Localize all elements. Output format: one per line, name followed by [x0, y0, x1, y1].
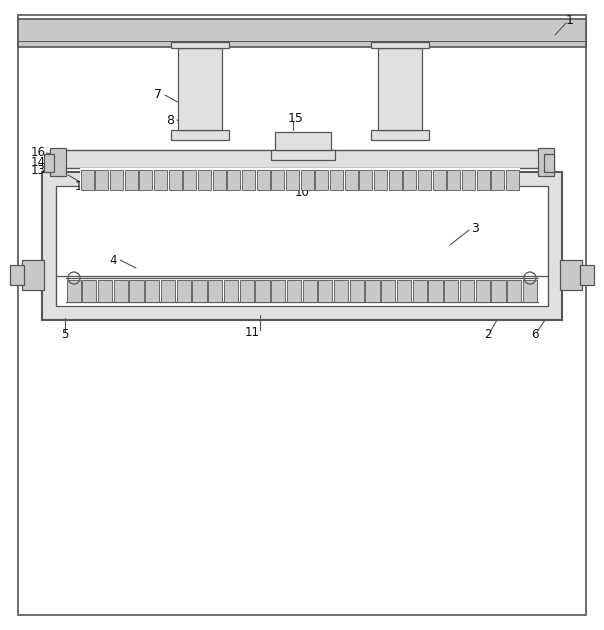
Bar [350, 280, 364, 302]
Bar [154, 170, 167, 190]
Text: 2: 2 [484, 328, 492, 341]
Bar [192, 280, 207, 302]
Bar [80, 168, 520, 190]
Bar [334, 280, 348, 302]
Bar [303, 280, 316, 302]
Bar [506, 170, 519, 190]
Bar [50, 148, 66, 176]
Text: 4: 4 [109, 253, 117, 266]
Bar [523, 280, 537, 302]
Bar [44, 154, 54, 172]
Bar [129, 280, 144, 302]
Text: 15: 15 [288, 112, 304, 125]
Bar [444, 280, 458, 302]
Bar [330, 170, 343, 190]
Bar [359, 170, 372, 190]
Bar [139, 170, 152, 190]
Bar [227, 170, 240, 190]
Bar [275, 132, 331, 150]
Text: 10: 10 [295, 186, 309, 200]
Bar [171, 42, 229, 48]
Bar [10, 265, 24, 285]
Bar [178, 48, 222, 130]
Bar [271, 170, 284, 190]
Bar [22, 260, 44, 290]
Bar [62, 150, 540, 168]
Bar [460, 280, 474, 302]
Bar [428, 280, 443, 302]
Bar [447, 170, 460, 190]
Bar [176, 280, 191, 302]
Bar [397, 280, 411, 302]
Bar [287, 280, 301, 302]
Bar [271, 150, 335, 160]
Bar [381, 280, 396, 302]
Bar [432, 170, 446, 190]
Bar [56, 186, 548, 306]
Bar [413, 280, 427, 302]
Bar [18, 19, 586, 47]
Bar [98, 280, 112, 302]
Bar [242, 170, 255, 190]
Text: 5: 5 [62, 328, 69, 341]
Text: 14: 14 [30, 156, 45, 168]
Bar [388, 170, 402, 190]
Bar [224, 280, 238, 302]
Bar [371, 130, 429, 140]
Bar [124, 170, 138, 190]
Bar [114, 280, 128, 302]
Bar [257, 170, 269, 190]
Bar [286, 170, 299, 190]
Bar [80, 170, 94, 190]
Bar [110, 170, 123, 190]
Bar [82, 280, 97, 302]
Text: 7: 7 [154, 88, 162, 101]
Bar [491, 170, 504, 190]
Bar [462, 170, 475, 190]
Text: 12: 12 [74, 180, 89, 193]
Text: 11: 11 [245, 326, 260, 338]
Bar [344, 170, 358, 190]
Bar [318, 280, 332, 302]
Bar [66, 280, 81, 302]
Text: 3: 3 [471, 222, 479, 234]
Bar [271, 280, 285, 302]
Bar [171, 130, 229, 140]
Bar [538, 148, 554, 176]
Bar [507, 280, 521, 302]
Bar [169, 170, 182, 190]
Bar [544, 154, 554, 172]
Text: 13: 13 [31, 164, 45, 178]
Bar [161, 280, 175, 302]
Bar [198, 170, 211, 190]
Bar [403, 170, 416, 190]
Bar [183, 170, 196, 190]
Bar [208, 280, 222, 302]
Bar [213, 170, 226, 190]
Bar [477, 170, 490, 190]
Bar [255, 280, 269, 302]
Bar [580, 265, 594, 285]
Bar [378, 48, 422, 130]
Bar [315, 170, 329, 190]
Bar [475, 280, 490, 302]
Bar [418, 170, 431, 190]
Bar [240, 280, 254, 302]
Text: 16: 16 [30, 147, 45, 159]
Bar [145, 280, 159, 302]
Bar [365, 280, 380, 302]
Bar [491, 280, 506, 302]
Bar [95, 170, 108, 190]
Text: 8: 8 [166, 113, 174, 127]
Bar [374, 170, 387, 190]
Text: 6: 6 [532, 328, 539, 341]
Text: 1: 1 [566, 13, 574, 26]
Bar [560, 260, 582, 290]
Bar [301, 170, 313, 190]
Bar [42, 172, 562, 320]
Bar [371, 42, 429, 48]
